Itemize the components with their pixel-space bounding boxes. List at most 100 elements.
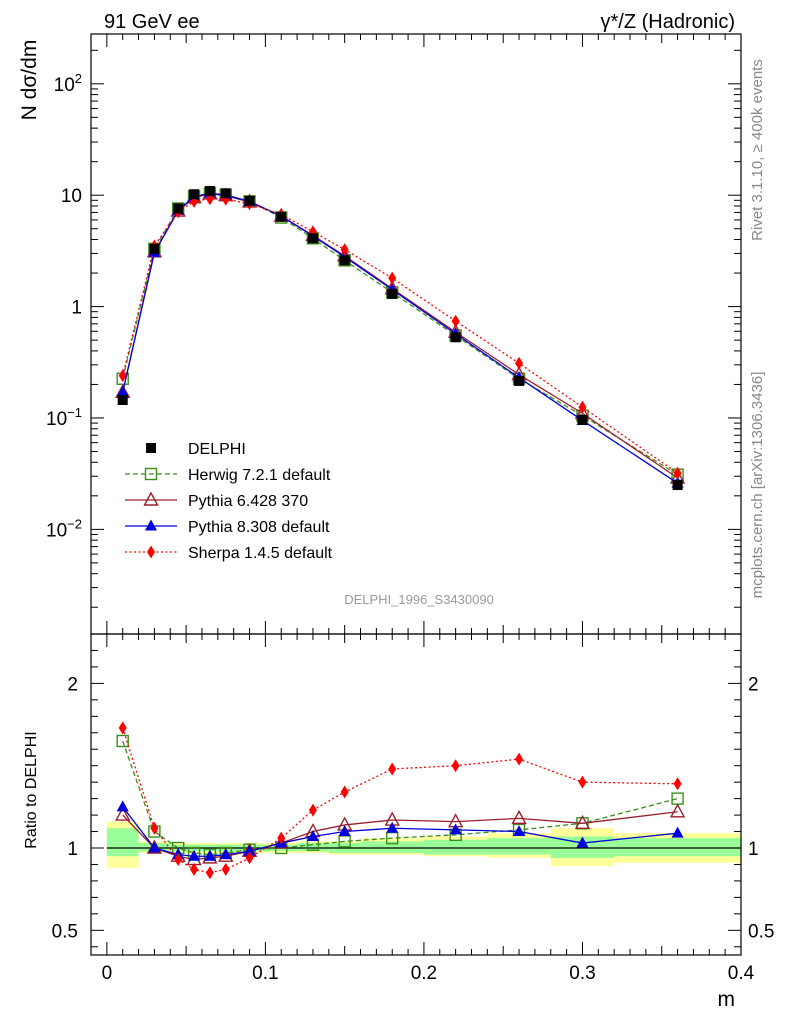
ratio-point-pythia6 — [115, 806, 131, 821]
rivet-side-label: Rivet 3.1.10, ≥ 400k events — [749, 59, 766, 241]
main-point-sherpa — [451, 314, 460, 328]
ratio-point-pythia8 — [243, 844, 256, 856]
main-point-sherpa — [578, 400, 587, 414]
ratio-panel: Ratio to DELPHI 0.5 0.51 12 20 0.1 0.2 0.3 0.4 … — [23, 633, 774, 1011]
ratio-point-pythia8 — [513, 825, 526, 837]
ratio-y-tick-label-left: 1 — [67, 839, 78, 860]
main-point-data — [173, 203, 184, 214]
main-line-herwig — [122, 192, 678, 476]
main-y-axis-label: N dσ/dm — [18, 40, 41, 121]
main-point-data — [220, 188, 231, 199]
ratio-point-sherpa — [118, 721, 127, 735]
ratio-point-sherpa — [190, 862, 199, 876]
ratio-y-tick-label-right: 1 — [748, 839, 759, 860]
ratio-point-pythia6 — [574, 814, 591, 830]
ratio-point-sherpa — [277, 831, 286, 845]
ratio-point-pythia8 — [449, 823, 462, 835]
ratio-band-inner — [487, 838, 551, 855]
main-point-sherpa — [515, 356, 524, 370]
legend-label-pythia8: Pythia 8.308 default — [188, 519, 330, 536]
mcplots-side-label: mcplots.cern.ch [arXiv:1306.3436] — [749, 372, 766, 599]
ratio-point-sherpa — [515, 752, 524, 766]
main-y-tick-label: 102 — [54, 71, 82, 96]
main-point-sherpa — [388, 271, 397, 285]
ratio-y-tick-label-left: 2 — [67, 674, 78, 695]
ratio-y-axis-label: Ratio to DELPHI — [23, 731, 40, 848]
ratio-point-sherpa — [388, 762, 397, 776]
ratio-point-pythia8 — [671, 826, 684, 838]
main-line-sherpa — [122, 198, 678, 474]
ratio-uncertainty-bands — [106, 821, 741, 868]
main-point-pythia8 — [116, 385, 129, 397]
main-series-pythia6 — [115, 185, 686, 484]
ratio-point-sherpa — [578, 775, 587, 789]
main-point-sherpa — [118, 369, 127, 383]
ratio-band-inner — [297, 843, 329, 852]
ratio-point-sherpa — [221, 862, 230, 876]
legend-marker-sherpa — [147, 545, 155, 559]
ratio-point-pythia6 — [669, 803, 686, 818]
ratio-point-sherpa — [174, 853, 183, 867]
main-plot-frame — [90, 33, 742, 635]
main-point-sherpa — [340, 243, 349, 257]
main-y-tick-label: 10−2 — [46, 516, 82, 541]
ratio-point-pythia8 — [116, 800, 129, 812]
ratio-band-inner — [106, 828, 139, 857]
x-tick-label: 0.1 — [252, 963, 278, 984]
main-point-data — [244, 195, 255, 206]
legend-entry-herwig: Herwig 7.2.1 default — [125, 467, 331, 484]
ratio-y-tick-label-left: 0.5 — [52, 921, 78, 942]
legend: DELPHI Herwig 7.2.1 default Pythia 6.428 3… — [125, 441, 333, 562]
main-point-data — [450, 332, 461, 343]
ratio-series-group — [115, 721, 686, 880]
ratio-point-pythia8 — [188, 849, 201, 861]
ratio-point-pythia8 — [306, 829, 319, 841]
main-point-sherpa — [673, 466, 682, 480]
x-tick-label: 0.2 — [411, 963, 437, 984]
ratio-point-pythia8 — [338, 825, 351, 837]
main-y-tick-label: 10 — [61, 186, 82, 207]
legend-entry-data: DELPHI — [146, 441, 246, 458]
x-tick-label: 0 — [102, 963, 113, 984]
main-series-group — [115, 185, 686, 491]
ratio-band-inner — [423, 839, 488, 855]
ratio-point-sherpa — [308, 803, 317, 817]
legend-label-data: DELPHI — [188, 441, 246, 458]
legend-label-sherpa: Sherpa 1.4.5 default — [188, 545, 333, 562]
ratio-point-pythia8 — [219, 848, 232, 860]
legend-label-pythia6: Pythia 6.428 370 — [188, 493, 308, 510]
ratio-y-tick-label-right: 2 — [748, 674, 759, 695]
ratio-point-sherpa — [340, 785, 349, 799]
ratio-point-herwig — [116, 734, 129, 748]
ratio-point-herwig — [671, 792, 684, 805]
main-series-herwig — [116, 187, 684, 481]
main-y-tick-label: 1 — [71, 298, 82, 319]
header-left-title: 91 GeV ee — [104, 11, 200, 33]
main-point-data — [514, 375, 525, 386]
main-point-data — [276, 211, 287, 222]
legend-marker-pythia8 — [145, 519, 157, 531]
main-point-data — [577, 414, 588, 425]
main-point-data — [149, 243, 160, 254]
main-point-data — [339, 255, 350, 266]
ratio-point-pythia8 — [576, 836, 589, 848]
main-axis-ticks: 102 10 1 10−1 10−2 — [46, 34, 742, 634]
main-point-data — [307, 233, 318, 244]
ratio-band-inner — [360, 841, 424, 853]
main-point-data — [387, 288, 398, 299]
main-point-data — [117, 395, 128, 406]
ratio-point-sherpa — [205, 866, 214, 880]
main-series-sherpa — [118, 192, 682, 480]
ratio-point-sherpa — [150, 821, 159, 835]
legend-label-herwig: Herwig 7.2.1 default — [188, 467, 331, 484]
legend-marker-data — [146, 443, 156, 453]
main-line-pythia6 — [122, 193, 678, 479]
ratio-point-pythia6 — [146, 839, 163, 854]
ratio-plot-frame — [90, 633, 742, 956]
main-panel: N dσ/dm 102 10 1 10−1 10−2 DELPHI_1996_S3430… — [18, 33, 742, 635]
ratio-point-sherpa — [245, 851, 254, 865]
x-tick-label: 0.4 — [728, 963, 755, 984]
ratio-point-pythia8 — [386, 821, 399, 833]
main-point-data — [672, 480, 683, 491]
ratio-axis-ticks: 0.5 0.5 1 1 2 2 0 0.1 0.2 0.3 0.4 — [52, 633, 774, 984]
